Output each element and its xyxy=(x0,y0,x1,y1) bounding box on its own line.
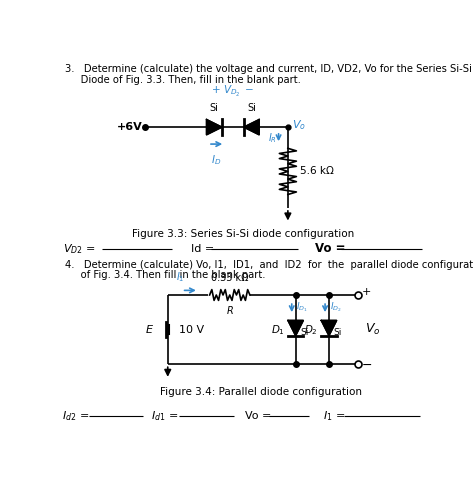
Text: $I_{d1}$ =: $I_{d1}$ = xyxy=(151,409,178,423)
Text: $I_D$: $I_D$ xyxy=(210,153,221,167)
Text: Si: Si xyxy=(247,103,256,113)
Text: $I_1$ =: $I_1$ = xyxy=(323,409,345,423)
Text: $V_o$: $V_o$ xyxy=(365,322,381,337)
Text: $+ \ V_{D_2} \ -$: $+ \ V_{D_2} \ -$ xyxy=(211,84,255,99)
Text: Id =: Id = xyxy=(191,244,214,254)
Polygon shape xyxy=(244,120,259,135)
Text: $I_{d2}$ =: $I_{d2}$ = xyxy=(62,409,89,423)
Text: of Fig. 3.4. Then fill in the blank part.: of Fig. 3.4. Then fill in the blank part… xyxy=(65,270,266,281)
Text: $V_o$: $V_o$ xyxy=(292,119,306,133)
Text: $I_R$: $I_R$ xyxy=(268,131,277,145)
Text: Si: Si xyxy=(334,328,342,337)
Text: Diode of Fig. 3.3. Then, fill in the blank part.: Diode of Fig. 3.3. Then, fill in the bla… xyxy=(65,75,301,85)
Text: 10 V: 10 V xyxy=(179,325,204,335)
Text: $I_1$: $I_1$ xyxy=(176,270,184,284)
Text: Si: Si xyxy=(300,328,309,337)
Polygon shape xyxy=(207,120,222,135)
Text: $V_{D2}$ =: $V_{D2}$ = xyxy=(63,242,96,255)
Text: Vo =: Vo = xyxy=(315,242,346,255)
Text: +6V: +6V xyxy=(117,122,142,132)
Text: 5.6 kΩ: 5.6 kΩ xyxy=(300,166,334,176)
Text: Figure 3.4: Parallel diode configuration: Figure 3.4: Parallel diode configuration xyxy=(160,388,362,397)
Text: Si: Si xyxy=(210,103,219,113)
Polygon shape xyxy=(288,321,303,336)
Text: R: R xyxy=(227,306,233,316)
Text: 0.33 kΩ: 0.33 kΩ xyxy=(211,273,248,282)
Text: $I_{D_2}$: $I_{D_2}$ xyxy=(330,301,342,314)
Text: E: E xyxy=(145,325,152,335)
Text: $I_{D_1}$: $I_{D_1}$ xyxy=(296,301,308,314)
Polygon shape xyxy=(321,321,337,336)
Text: $D_1$: $D_1$ xyxy=(271,323,285,336)
Text: 4.   Determine (calculate) Vo, I1,  ID1,  and  ID2  for  the  parallel diode con: 4. Determine (calculate) Vo, I1, ID1, an… xyxy=(65,260,474,269)
Text: −: − xyxy=(362,360,372,372)
Text: +: + xyxy=(362,287,371,297)
Text: Figure 3.3: Series Si-Si diode configuration: Figure 3.3: Series Si-Si diode configura… xyxy=(132,229,354,239)
Text: $D_2$: $D_2$ xyxy=(304,323,318,336)
Text: 3.   Determine (calculate) the voltage and current, ID, VD2, Vo for the Series S: 3. Determine (calculate) the voltage and… xyxy=(65,64,472,74)
Text: Vo =: Vo = xyxy=(245,411,272,421)
